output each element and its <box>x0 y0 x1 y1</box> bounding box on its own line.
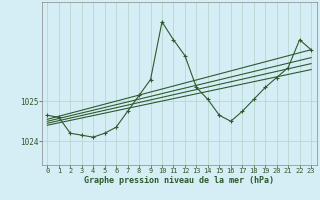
X-axis label: Graphe pression niveau de la mer (hPa): Graphe pression niveau de la mer (hPa) <box>84 176 274 185</box>
